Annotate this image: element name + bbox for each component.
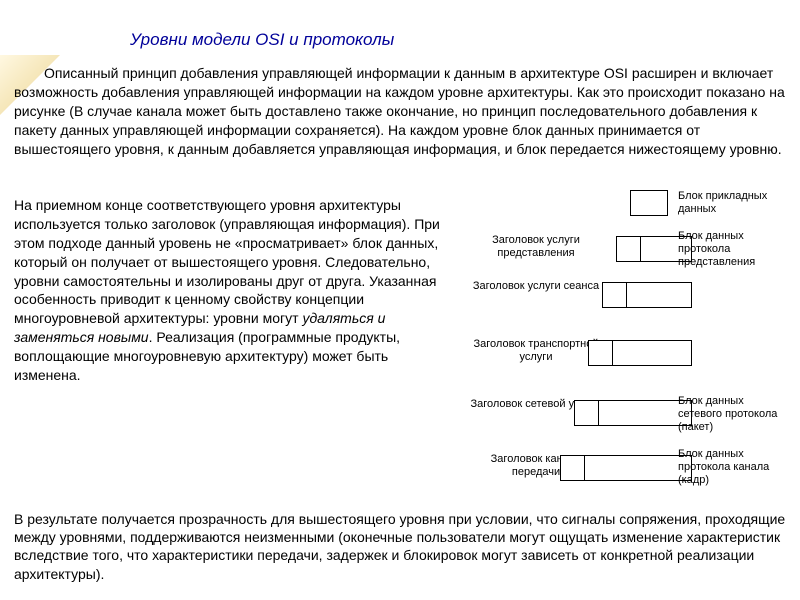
diagram-body-box: [630, 190, 668, 216]
diagram-row: [602, 282, 692, 308]
diagram-right-label: Блок прикладных данных: [678, 190, 783, 216]
encapsulation-diagram: Блок прикладных данных Заголовок услуги п…: [468, 190, 786, 505]
paragraph-3: В результате получается прозрачность для…: [14, 510, 786, 583]
diagram-row: [588, 340, 692, 366]
diagram-body-box: [626, 282, 692, 308]
page-title: Уровни модели OSI и протоколы: [130, 30, 394, 50]
diagram-right-label: Блок данных протокола представления: [678, 230, 783, 270]
paragraph-1: Описанный принцип добавления управляющей…: [14, 64, 786, 158]
diagram-header-label: Заголовок транспортной услуги: [466, 338, 606, 364]
diagram-header-box: [574, 400, 598, 426]
diagram-header-label: Заголовок услуги представления: [466, 234, 606, 260]
paragraph-2: На приемном конце соответствующего уровн…: [14, 196, 454, 385]
diagram-row: [560, 455, 692, 481]
diagram-right-label: Блок данных сетевого протокола (пакет): [678, 395, 783, 435]
diagram-body-box: [612, 340, 692, 366]
diagram-header-label: Заголовок услуги сеанса: [466, 280, 606, 293]
diagram-right-label: Блок данных протокола канала (кадр): [678, 448, 783, 488]
diagram-header-box: [616, 236, 640, 262]
diagram-header-box: [602, 282, 626, 308]
para2-part-a: На приемном конце соответствующего уровн…: [14, 197, 440, 326]
diagram-row: [574, 400, 692, 426]
diagram-header-box: [560, 455, 584, 481]
diagram-body-box: [584, 455, 692, 481]
diagram-header-box: [588, 340, 612, 366]
diagram-row: [630, 190, 668, 216]
